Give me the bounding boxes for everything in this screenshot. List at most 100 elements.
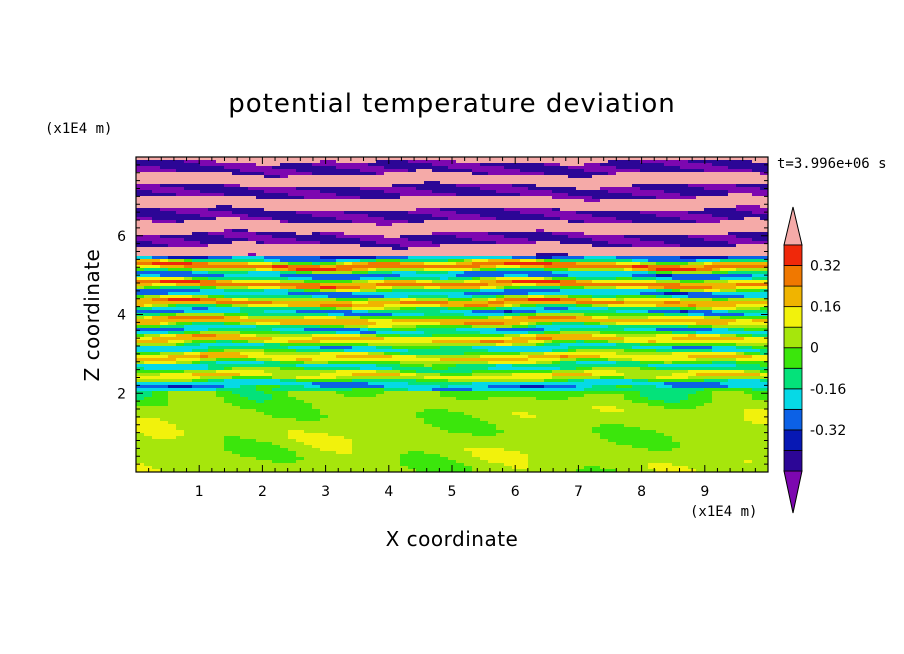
heatmap-cell [400, 175, 409, 179]
heatmap-cell [656, 181, 665, 185]
heatmap-cell [616, 181, 625, 185]
heatmap-cell [544, 235, 553, 239]
heatmap-cell [352, 343, 361, 347]
heatmap-cell [256, 310, 265, 314]
heatmap-cell [344, 235, 353, 239]
heatmap-cell [736, 271, 745, 275]
heatmap-cell [616, 163, 625, 167]
heatmap-cell [424, 172, 433, 176]
heatmap-cell [760, 316, 768, 320]
heatmap-cell [536, 253, 545, 257]
heatmap-cell [192, 232, 201, 236]
heatmap-cell [720, 253, 729, 257]
heatmap-cell [712, 286, 721, 290]
heatmap-cell [560, 283, 569, 287]
heatmap-cell [400, 271, 409, 275]
heatmap-cell [432, 175, 441, 179]
heatmap-cell [208, 301, 217, 305]
heatmap-cell [416, 334, 425, 338]
heatmap-cell [224, 202, 233, 206]
heatmap-cell [696, 319, 705, 323]
heatmap-cell [448, 295, 457, 299]
heatmap-cell [160, 292, 169, 296]
heatmap-cell [240, 232, 249, 236]
heatmap-cell [160, 214, 169, 218]
heatmap-cell [696, 295, 705, 299]
heatmap-cell [680, 217, 689, 221]
heatmap-cell [232, 172, 241, 176]
heatmap-cell [232, 256, 241, 260]
heatmap-cell [432, 196, 441, 200]
heatmap-cell [720, 331, 729, 335]
heatmap-cell [392, 190, 401, 194]
heatmap-cell [616, 208, 625, 212]
heatmap-cell [144, 322, 153, 326]
heatmap-cell [384, 295, 393, 299]
heatmap-cell [416, 343, 425, 347]
heatmap-cell [560, 295, 569, 299]
heatmap-cell [720, 208, 729, 212]
heatmap-cell [312, 337, 321, 341]
heatmap-cell [624, 241, 633, 245]
heatmap-cell [336, 193, 345, 197]
heatmap-cell [488, 289, 497, 293]
heatmap-cell [464, 187, 473, 191]
heatmap-cell [312, 202, 321, 206]
heatmap-cell [288, 184, 297, 188]
heatmap-cell [632, 304, 641, 308]
heatmap-cell [152, 235, 161, 239]
heatmap-cell [440, 328, 449, 332]
heatmap-cell [472, 211, 481, 215]
heatmap-cell [248, 304, 257, 308]
heatmap-cell [640, 175, 649, 179]
heatmap-cell [488, 181, 497, 185]
heatmap-cell [656, 241, 665, 245]
heatmap-cell [464, 265, 473, 269]
heatmap-cell [600, 301, 609, 305]
heatmap-cell [256, 229, 265, 233]
heatmap-cell [600, 307, 609, 311]
heatmap-cell [704, 217, 713, 221]
heatmap-cell [664, 331, 673, 335]
heatmap-cell [336, 220, 345, 224]
heatmap-cell [328, 274, 337, 278]
heatmap-cell [496, 229, 505, 233]
heatmap-cell [656, 280, 665, 284]
heatmap-cell [160, 250, 169, 254]
heatmap-cell [448, 166, 457, 170]
heatmap-cell [304, 256, 313, 260]
heatmap-cell [544, 220, 553, 224]
heatmap-cell [744, 205, 753, 209]
heatmap-cell [360, 331, 369, 335]
heatmap-cell [192, 211, 201, 215]
heatmap-cell [144, 307, 153, 311]
heatmap-cell [576, 220, 585, 224]
heatmap-cell [576, 190, 585, 194]
heatmap-cell [312, 298, 321, 302]
heatmap-cell [224, 346, 233, 350]
heatmap-cell [176, 241, 185, 245]
heatmap-cell [648, 226, 657, 230]
heatmap-cell [192, 268, 201, 272]
heatmap-cell [376, 331, 385, 335]
heatmap-cell [272, 157, 281, 161]
heatmap-cell [632, 232, 641, 236]
heatmap-cell [152, 328, 161, 332]
heatmap-cell [352, 175, 361, 179]
heatmap-cell [488, 241, 497, 245]
heatmap-cell [232, 343, 241, 347]
heatmap-cell [464, 271, 473, 275]
heatmap-cell [448, 340, 457, 344]
heatmap-cell [536, 301, 545, 305]
heatmap-cell [136, 334, 145, 338]
heatmap-cell [248, 223, 257, 227]
heatmap-cell [584, 244, 593, 248]
heatmap-cell [704, 157, 713, 161]
heatmap-cell [744, 220, 753, 224]
heatmap-cell [712, 235, 721, 239]
heatmap-cell [488, 304, 497, 308]
heatmap-cell [344, 307, 353, 311]
heatmap-cell [632, 301, 641, 305]
heatmap-cell [312, 238, 321, 242]
heatmap-cell [312, 196, 321, 200]
